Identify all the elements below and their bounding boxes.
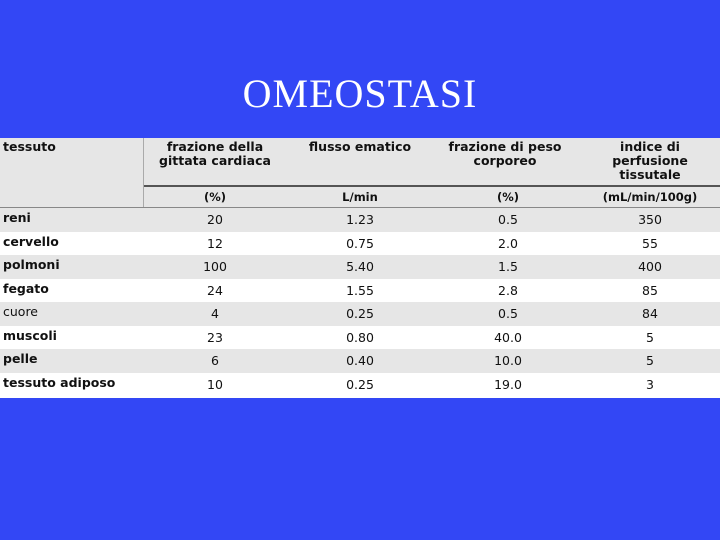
table-row: fegato 24 1.55 2.8 85 (0, 278, 720, 302)
table-row: cuore 4 0.25 0.5 84 (0, 302, 720, 326)
cell-flusso: 0.40 (346, 353, 374, 368)
unit-gittata: (%) (203, 190, 227, 204)
cell-peso: 19.0 (494, 376, 522, 392)
table-row: pelle 6 0.40 10.0 5 (0, 349, 720, 373)
row-name: cuore (3, 304, 38, 319)
header-bottom-rule (0, 207, 720, 208)
table-row: tessuto adiposo 10 0.25 19.0 3 (0, 372, 720, 396)
table-row: polmoni 100 5.40 1.5 400 (0, 255, 720, 279)
table-row: muscoli 23 0.80 40.0 5 (0, 325, 720, 349)
header-perfusione-line2: perfusione (612, 153, 688, 168)
cell-peso: 0.5 (498, 212, 518, 227)
cell-peso: 2.8 (498, 282, 518, 298)
cell-gittata: 10 (207, 376, 223, 392)
cell-flusso: 0.25 (346, 376, 374, 392)
cell-gittata: 20 (207, 212, 223, 227)
slide-title: OMEOSTASI (242, 71, 478, 116)
cell-gittata: 6 (211, 353, 219, 368)
header-tessuto: tessuto (3, 139, 56, 154)
cell-gittata: 23 (207, 329, 223, 345)
header-flusso-line1: flusso ematico (308, 139, 412, 154)
cell-perfusione: 350 (638, 212, 662, 227)
cell-perfusione: 55 (642, 235, 658, 251)
header-peso: frazione di peso corporeo (440, 140, 570, 168)
cell-flusso: 0.75 (346, 235, 374, 251)
cell-gittata: 100 (203, 259, 227, 274)
row-name: fegato (3, 280, 49, 296)
row-name: pelle (3, 351, 38, 366)
unit-flusso: L/min (342, 190, 378, 204)
perfusion-table: tessuto frazione della gittata cardiaca … (0, 138, 720, 398)
header-perfusione-line3: tissutale (619, 167, 681, 182)
row-name: polmoni (3, 257, 60, 272)
table-header: tessuto frazione della gittata cardiaca … (0, 138, 720, 208)
cell-perfusione: 5 (646, 353, 654, 368)
row-name: reni (3, 210, 31, 225)
table-row: cervello 12 0.75 2.0 55 (0, 231, 720, 255)
cell-flusso: 5.40 (346, 259, 374, 274)
header-gittata: frazione della gittata cardiaca (150, 140, 280, 168)
cell-perfusione: 5 (646, 329, 654, 345)
cell-perfusione: 3 (646, 376, 654, 392)
header-rule (144, 185, 720, 187)
cell-flusso: 0.25 (346, 306, 374, 321)
header-peso-line1: frazione di peso (448, 139, 562, 154)
header-peso-line2: corporeo (473, 153, 537, 168)
cell-perfusione: 85 (642, 282, 658, 298)
header-divider (143, 138, 144, 208)
unit-peso: (%) (496, 190, 520, 204)
cell-perfusione: 84 (642, 306, 658, 321)
cell-perfusione: 400 (638, 259, 662, 274)
row-name: muscoli (3, 327, 57, 343)
row-name: cervello (3, 233, 59, 249)
cell-flusso: 1.23 (346, 212, 374, 227)
cell-gittata: 12 (207, 235, 223, 251)
header-gittata-line2: gittata cardiaca (159, 153, 271, 168)
cell-peso: 40.0 (494, 329, 522, 345)
unit-perfusione: (mL/min/100g) (602, 190, 698, 204)
header-gittata-line1: frazione della (166, 139, 264, 154)
row-name: tessuto adiposo (3, 374, 116, 390)
table-row: reni 20 1.23 0.5 350 (0, 208, 720, 232)
cell-gittata: 24 (207, 282, 223, 298)
cell-peso: 10.0 (494, 353, 522, 368)
header-perfusione-line1: indice di (620, 139, 680, 154)
cell-peso: 2.0 (498, 235, 518, 251)
cell-peso: 1.5 (498, 259, 518, 274)
header-perfusione: indice di perfusione tissutale (590, 140, 710, 182)
cell-flusso: 0.80 (346, 329, 374, 345)
cell-flusso: 1.55 (346, 282, 374, 298)
cell-peso: 0.5 (498, 306, 518, 321)
header-flusso: flusso ematico (300, 140, 420, 154)
cell-gittata: 4 (211, 306, 219, 321)
